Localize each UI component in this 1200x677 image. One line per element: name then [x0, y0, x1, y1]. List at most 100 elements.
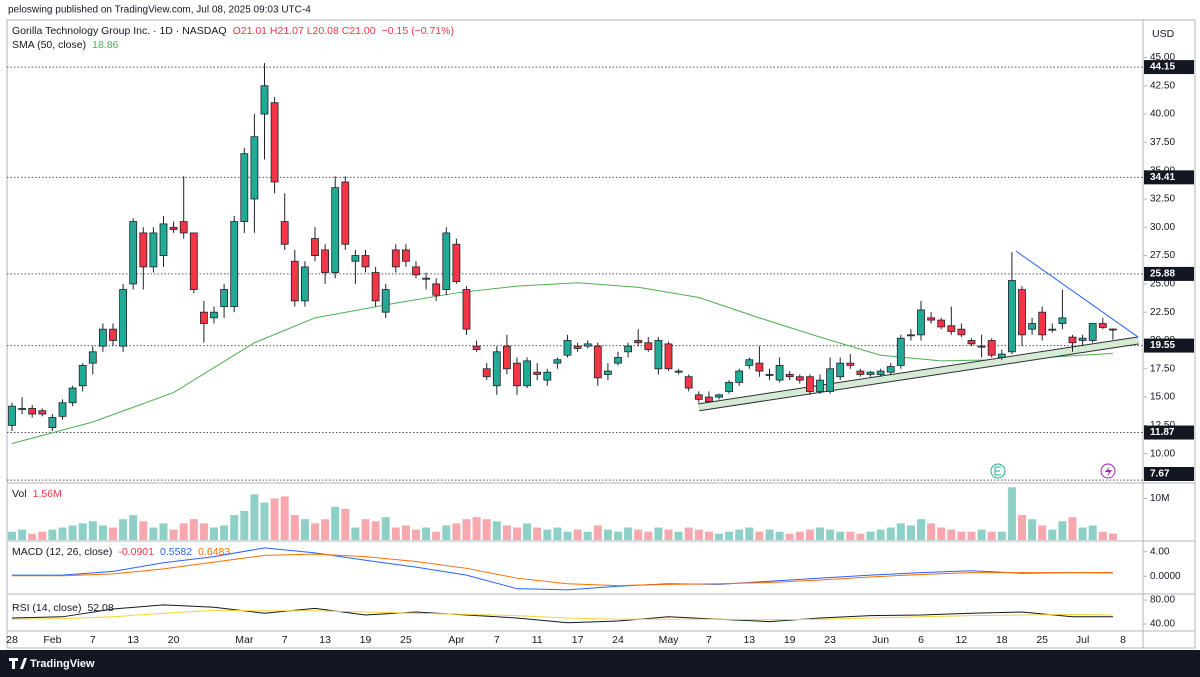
- volume-bar: [967, 531, 976, 540]
- candle-body: [68, 387, 77, 404]
- candle-body: [1109, 328, 1117, 331]
- volume-bar: [502, 525, 511, 540]
- volume-bar: [129, 515, 138, 540]
- candle-body: [997, 353, 1006, 358]
- candle-body: [472, 345, 481, 350]
- volume-bar: [442, 525, 451, 540]
- candle-body: [1078, 337, 1087, 341]
- x-tick-label: 7: [706, 634, 712, 646]
- volume-bar: [1078, 527, 1087, 540]
- volume-bar: [634, 529, 643, 540]
- trend-line: [1015, 250, 1139, 338]
- volume-bar: [38, 531, 47, 540]
- candle-body: [381, 289, 390, 313]
- sma-title: SMA (50, close): [12, 39, 86, 51]
- volume-bar: [331, 506, 340, 540]
- volume-bar: [220, 525, 229, 540]
- candle-body: [937, 319, 946, 328]
- volume-bar: [755, 531, 764, 540]
- candle-body: [331, 187, 340, 273]
- x-tick-label: Apr: [448, 634, 465, 646]
- volume-bar: [513, 527, 521, 540]
- candle-body: [482, 368, 491, 378]
- volume-bar: [119, 519, 128, 540]
- candle-body: [533, 371, 542, 375]
- volume-bar: [351, 527, 360, 540]
- volume-bar: [715, 533, 723, 540]
- volume-bar: [452, 523, 461, 540]
- y-tick-label: 27.50: [1150, 250, 1175, 261]
- candle-body: [634, 340, 643, 344]
- candle-body: [725, 381, 733, 392]
- candle-body: [907, 334, 915, 337]
- candle-body: [755, 362, 764, 372]
- x-tick-label: 13: [127, 634, 139, 646]
- candle-body: [18, 408, 27, 410]
- indicator-line: [11, 604, 1113, 624]
- candle-body: [78, 364, 87, 387]
- sma-value: 18.86: [92, 39, 118, 51]
- level-badge: [1144, 425, 1194, 440]
- macd-value: 0.5582: [160, 546, 192, 558]
- volume-bar: [250, 494, 259, 540]
- x-tick-label: 20: [168, 634, 180, 646]
- candle-body: [967, 340, 976, 345]
- x-tick-label: 28: [6, 634, 18, 646]
- candle-body: [189, 232, 198, 290]
- candle-body: [149, 232, 158, 268]
- candle-body: [1008, 280, 1016, 353]
- candle-body: [300, 266, 309, 302]
- indicator-line: [11, 609, 1113, 621]
- volume-value: 1.56M: [33, 488, 62, 500]
- x-tick-label: 7: [90, 634, 96, 646]
- y-tick-label: 10.00: [1150, 448, 1175, 459]
- y-tick-label: 30.00: [1150, 222, 1175, 233]
- volume-bar: [644, 531, 653, 540]
- candle-body: [311, 238, 319, 256]
- volume-bar: [1058, 521, 1067, 540]
- y-tick-label: 0.0000: [1150, 571, 1181, 582]
- volume-bar: [401, 525, 410, 540]
- rsi-title: RSI (14, close): [12, 602, 81, 614]
- volume-bar: [48, 529, 57, 540]
- volume-bar: [492, 521, 501, 540]
- volume-bar: [68, 525, 77, 540]
- volume-bar: [917, 519, 925, 540]
- level-label: 25.88: [1150, 269, 1175, 280]
- level-badge: [1144, 338, 1194, 353]
- x-tick-label: 19: [784, 634, 796, 646]
- candle-body: [856, 370, 865, 375]
- candle-body: [361, 255, 370, 268]
- candle-body: [735, 370, 744, 383]
- volume-bar: [674, 531, 683, 540]
- candle-body: [846, 362, 855, 366]
- volume-bar: [199, 523, 208, 540]
- change: −0.15 (−0.71%): [382, 25, 454, 37]
- candle-body: [684, 376, 693, 389]
- volume-bar: [937, 527, 946, 540]
- macd-title: MACD (12, 26, close): [12, 546, 112, 558]
- candle-body: [886, 366, 895, 373]
- candle-body: [99, 328, 107, 347]
- volume-bar: [179, 523, 188, 540]
- volume-bar: [624, 527, 633, 540]
- x-tick-label: 19: [360, 634, 372, 646]
- volume-bar: [614, 531, 622, 540]
- candle-body: [715, 394, 723, 398]
- candle-body: [442, 232, 451, 290]
- x-tick-label: 6: [918, 634, 924, 646]
- volume-bar: [593, 525, 602, 540]
- candle-body: [502, 345, 511, 370]
- y-tick-label: 40.00: [1150, 619, 1175, 630]
- x-tick-label: 23: [824, 634, 836, 646]
- candle-body: [1058, 317, 1067, 324]
- y-tick-label: 10M: [1150, 493, 1169, 504]
- volume-bar: [472, 517, 481, 540]
- volume-bar: [18, 529, 27, 540]
- footer-brand: TradingView: [30, 658, 95, 670]
- rsi-value: 52.08: [87, 602, 113, 614]
- volume-bar: [270, 498, 279, 540]
- candle-body: [1018, 289, 1026, 336]
- volume-bar: [381, 517, 390, 540]
